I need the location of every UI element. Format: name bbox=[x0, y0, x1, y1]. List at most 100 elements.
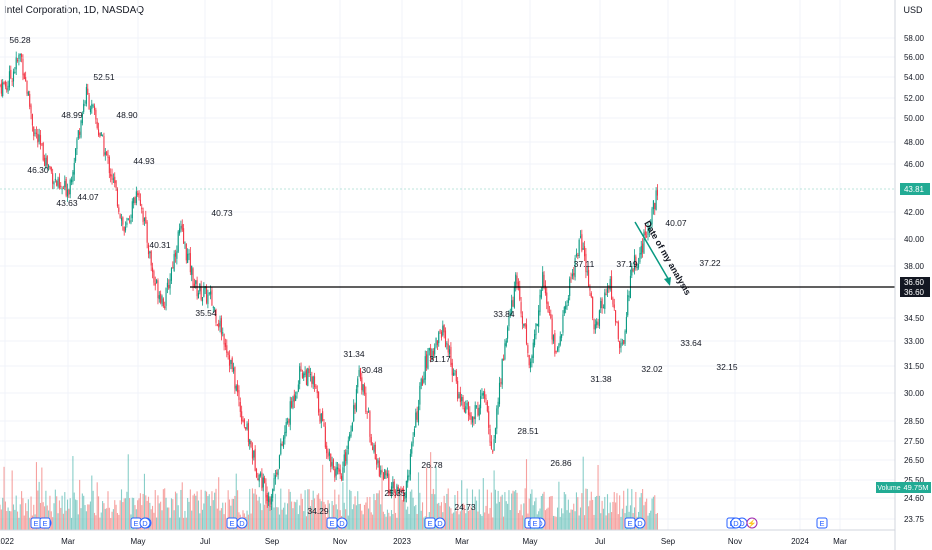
candle-body bbox=[62, 188, 64, 189]
candle-body bbox=[123, 227, 125, 232]
candle-body bbox=[382, 472, 384, 480]
volume-bar bbox=[246, 510, 248, 530]
candle-body bbox=[567, 298, 569, 303]
volume-bar bbox=[25, 503, 27, 530]
volume-bar bbox=[525, 459, 528, 530]
volume-bar bbox=[609, 502, 611, 530]
candle-body bbox=[535, 323, 537, 336]
candle-body bbox=[26, 80, 28, 94]
candle-body bbox=[319, 413, 321, 422]
candle-body bbox=[35, 132, 37, 134]
dividend-marker[interactable]: D bbox=[139, 517, 151, 529]
candle-body bbox=[508, 313, 510, 327]
dividend-marker[interactable]: D bbox=[634, 517, 646, 529]
candle-body bbox=[152, 267, 154, 272]
volume-bar bbox=[586, 488, 588, 530]
currency-button[interactable]: USD bbox=[903, 5, 923, 15]
volume-bar bbox=[200, 489, 202, 530]
candle-body bbox=[65, 179, 67, 196]
candle-body bbox=[126, 222, 128, 225]
volume-bar bbox=[563, 492, 565, 530]
dividend-marker[interactable]: D bbox=[730, 517, 742, 529]
earnings-marker[interactable]: E bbox=[226, 517, 238, 529]
volume-bar bbox=[542, 493, 544, 530]
earnings-marker[interactable]: E bbox=[39, 517, 51, 529]
candle-body bbox=[409, 453, 411, 475]
candle-body bbox=[377, 460, 379, 464]
volume-bar bbox=[444, 503, 447, 530]
candle-body bbox=[103, 136, 105, 156]
volume-bar bbox=[557, 507, 559, 530]
candle-body bbox=[361, 377, 363, 391]
volume-bar bbox=[381, 465, 383, 530]
volume-bar bbox=[292, 508, 294, 530]
volume-bar bbox=[390, 510, 393, 530]
volume-bar bbox=[187, 497, 189, 530]
candle-body bbox=[644, 231, 646, 236]
volume-bar bbox=[573, 503, 575, 530]
dividend-marker[interactable]: D bbox=[336, 517, 348, 529]
candle-body bbox=[632, 269, 634, 272]
volume-bar bbox=[85, 511, 87, 530]
candle-body bbox=[326, 445, 328, 454]
volume-bar bbox=[513, 491, 515, 530]
volume-bar bbox=[408, 513, 410, 530]
volume-bar bbox=[524, 488, 526, 530]
candle-body bbox=[164, 306, 166, 309]
volume-bar bbox=[157, 495, 159, 530]
volume-bar bbox=[490, 492, 492, 530]
candle-body bbox=[530, 361, 532, 368]
candle-body bbox=[625, 316, 627, 333]
candle-body bbox=[301, 373, 303, 378]
volume-bar bbox=[98, 496, 100, 530]
volume-bar bbox=[361, 510, 363, 530]
split-marker[interactable]: ⚡ bbox=[746, 517, 758, 529]
volume-bar bbox=[396, 517, 398, 530]
volume-bar bbox=[166, 507, 168, 530]
volume-bar bbox=[551, 495, 553, 530]
marker-text: D bbox=[733, 519, 739, 528]
volume-bar bbox=[478, 489, 480, 530]
volume-bar bbox=[368, 508, 370, 530]
volume-bar bbox=[6, 511, 8, 530]
candle-body bbox=[125, 227, 127, 231]
earnings-marker[interactable]: E bbox=[424, 517, 436, 529]
candle-body bbox=[158, 295, 160, 300]
volume-bar bbox=[195, 495, 197, 530]
volume-bar bbox=[45, 490, 47, 530]
candle-body bbox=[585, 253, 587, 273]
volume-bar bbox=[39, 502, 42, 530]
volume-bar bbox=[569, 512, 571, 530]
volume-bar bbox=[307, 489, 309, 530]
volume-bar bbox=[291, 501, 293, 530]
marker-box bbox=[529, 517, 541, 529]
earnings-marker[interactable]: E bbox=[816, 517, 828, 529]
candle-body bbox=[58, 177, 60, 188]
volume-bar bbox=[470, 506, 472, 530]
candle-body bbox=[49, 166, 51, 170]
volume-bar bbox=[210, 505, 212, 530]
earnings-marker[interactable]: E bbox=[326, 517, 338, 529]
volume-bar bbox=[139, 493, 141, 530]
volume-bar bbox=[488, 513, 490, 530]
dividend-marker[interactable]: D bbox=[434, 517, 446, 529]
candle-body bbox=[497, 401, 499, 409]
volume-bar bbox=[350, 491, 352, 530]
candle-body bbox=[331, 462, 333, 466]
volume-bar bbox=[455, 511, 457, 530]
candle-body bbox=[547, 302, 549, 313]
volume-bar bbox=[430, 452, 432, 530]
volume-bar bbox=[160, 501, 162, 530]
volume-bar bbox=[449, 506, 451, 530]
candle-body bbox=[179, 228, 181, 234]
volume-bar bbox=[87, 504, 89, 530]
volume-bar bbox=[280, 488, 282, 530]
earnings-marker[interactable]: E bbox=[529, 517, 541, 529]
candle-body bbox=[292, 396, 294, 409]
volume-bar bbox=[324, 504, 326, 530]
volume-bar bbox=[219, 510, 221, 530]
dividend-marker[interactable]: D bbox=[236, 517, 248, 529]
price-tick: 50.00 bbox=[904, 114, 925, 123]
earnings-marker[interactable]: E bbox=[624, 517, 636, 529]
